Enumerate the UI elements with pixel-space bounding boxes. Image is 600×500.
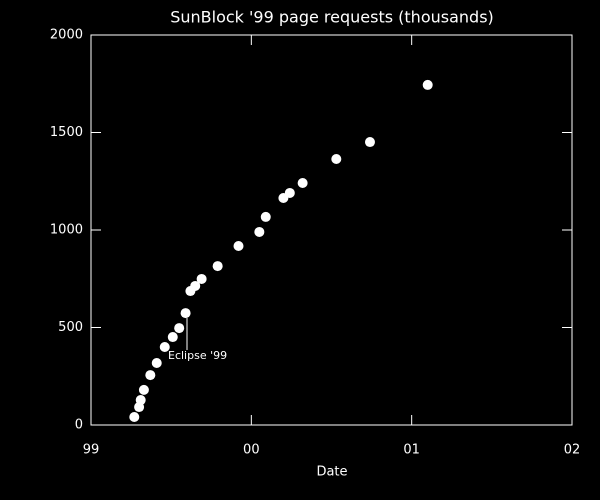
point: [284, 187, 295, 198]
point: [151, 357, 162, 368]
point: [254, 226, 265, 237]
point: [196, 273, 207, 284]
point: [167, 332, 178, 343]
y-tick-label: 1500: [50, 125, 83, 140]
point: [145, 370, 156, 381]
y-tick-label: 2000: [50, 28, 83, 43]
point: [180, 308, 191, 319]
chart-title: SunBlock '99 page requests (thousands): [170, 8, 494, 27]
plot-frame: [90, 34, 573, 426]
point: [190, 280, 201, 291]
x-tick-label: 99: [83, 443, 100, 458]
x-tick-label: 00: [243, 443, 260, 458]
point: [260, 211, 271, 222]
point: [159, 342, 170, 352]
point: [138, 384, 149, 395]
point: [212, 261, 223, 272]
x-tick-label: 01: [403, 443, 420, 458]
x-tick-label: 02: [564, 443, 581, 458]
point: [331, 154, 342, 165]
point: [233, 240, 244, 251]
point: [135, 395, 146, 406]
point: [422, 79, 433, 90]
y-tick-label: 500: [58, 320, 83, 335]
point: [297, 178, 308, 189]
y-tick-label: 1000: [50, 223, 83, 238]
y-tick-label: 0: [75, 418, 83, 433]
x-axis-label: Date: [316, 465, 347, 480]
point: [174, 323, 185, 334]
point: [364, 137, 375, 148]
point: [129, 412, 140, 423]
annotation: Eclipse '99: [168, 349, 227, 362]
